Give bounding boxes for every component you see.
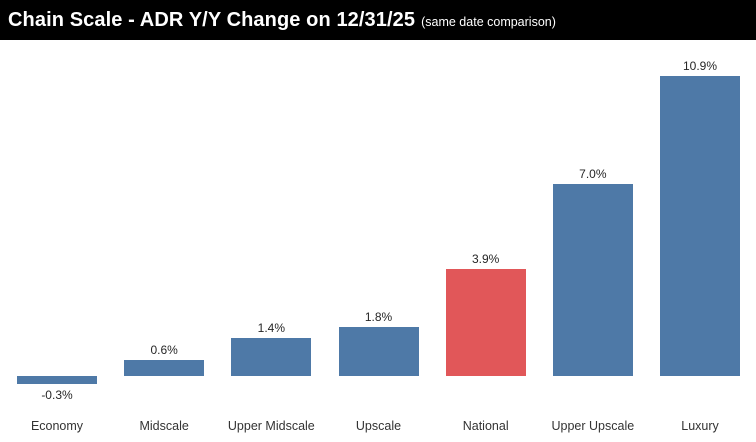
bar-upper-upscale[interactable] [552,183,633,376]
bar-luxury[interactable] [660,76,741,376]
value-label-midscale: 0.6% [150,342,178,357]
category-label-luxury: Luxury [681,419,719,433]
category-label-upper-upscale: Upper Upscale [551,419,635,433]
chart-subtitle: (same date comparison) [421,15,556,29]
bar-upscale[interactable] [338,326,419,376]
chart-area: -0.3% Economy 0.6% Midscale 1.4% Upper Midsca… [0,40,756,442]
value-label-economy: -0.3% [41,388,73,403]
value-label-luxury: 10.9% [683,59,718,74]
value-label-national: 3.9% [471,251,500,266]
bar-midscale[interactable] [124,359,205,376]
category-label-upper-midscale: Upper Midscale [227,419,315,433]
bar-upper-midscale[interactable] [231,337,312,376]
category-label-upscale: Upscale [355,419,402,433]
value-label-upper-midscale: 1.4% [257,320,285,335]
bar-national[interactable] [445,268,526,376]
value-label-upper-upscale: 7.0% [579,166,607,181]
bar-economy[interactable] [17,376,97,385]
category-label-midscale: Midscale [139,419,189,433]
category-label-national: National [462,419,509,433]
chart-title: Chain Scale - ADR Y/Y Change on 12/31/25 [8,9,416,31]
title-bar: Chain Scale - ADR Y/Y Change on 12/31/25… [0,0,756,40]
category-label-economy: Economy [30,419,84,433]
value-label-upscale: 1.8% [364,309,393,324]
